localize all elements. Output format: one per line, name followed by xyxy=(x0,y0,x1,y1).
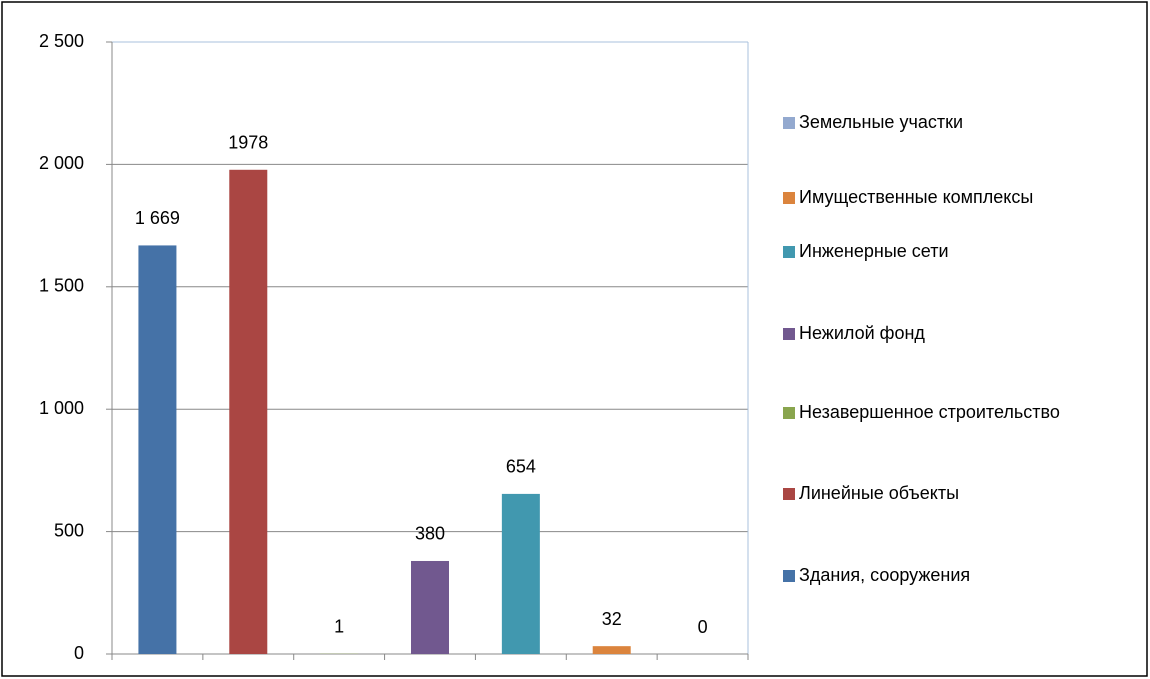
data-label: 1 669 xyxy=(135,208,180,228)
y-tick-label: 2 500 xyxy=(39,31,84,51)
legend-label: Линейные объекты xyxy=(799,483,959,503)
data-label: 1 xyxy=(334,617,344,637)
data-label: 32 xyxy=(602,609,622,629)
y-tick-label: 500 xyxy=(54,520,84,540)
bar xyxy=(229,169,268,655)
bar xyxy=(592,646,631,654)
legend-label: Здания, сооружения xyxy=(799,565,970,585)
bar xyxy=(411,560,449,654)
y-tick-label: 1 500 xyxy=(39,276,84,296)
legend-swatch xyxy=(783,192,795,204)
y-tick-label: 0 xyxy=(74,643,84,663)
legend-label: Нежилой фонд xyxy=(799,323,925,343)
legend-swatch xyxy=(783,570,795,582)
legend-swatch xyxy=(783,246,795,258)
bar xyxy=(138,245,177,654)
legend-swatch xyxy=(783,328,795,340)
legend-swatch xyxy=(783,407,795,419)
y-tick-label: 2 000 xyxy=(39,153,84,173)
data-label: 0 xyxy=(698,617,708,637)
legend-label: Имущественные комплексы xyxy=(799,187,1033,207)
bar xyxy=(501,493,540,654)
data-label: 380 xyxy=(415,524,445,544)
legend-swatch xyxy=(783,117,795,129)
data-label: 654 xyxy=(506,457,536,477)
data-label: 1978 xyxy=(228,133,268,153)
legend-swatch xyxy=(783,488,795,500)
legend-label: Земельные участки xyxy=(799,112,963,132)
legend-label: Инженерные сети xyxy=(799,241,949,261)
legend-label: Незавершенное строительство xyxy=(799,402,1060,422)
y-tick-label: 1 000 xyxy=(39,398,84,418)
